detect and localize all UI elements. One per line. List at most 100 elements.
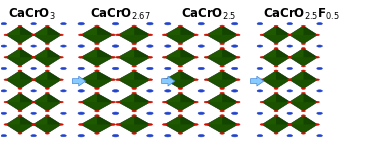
Circle shape [132,48,136,49]
Polygon shape [290,26,318,44]
Polygon shape [276,116,290,125]
Circle shape [257,90,263,92]
Circle shape [112,134,119,137]
Circle shape [79,56,83,58]
Circle shape [31,34,35,36]
Circle shape [4,101,8,103]
Circle shape [288,57,291,58]
Circle shape [147,67,153,70]
Circle shape [45,92,49,94]
Polygon shape [262,26,276,35]
Circle shape [287,112,293,114]
Circle shape [112,67,119,70]
Circle shape [79,79,83,80]
Circle shape [220,25,224,27]
Circle shape [194,79,198,80]
Circle shape [132,88,136,89]
Circle shape [45,115,49,116]
Circle shape [78,134,84,137]
Circle shape [78,22,84,25]
Circle shape [198,45,204,47]
Text: CaCrO$_3$: CaCrO$_3$ [8,7,56,22]
Polygon shape [33,71,61,89]
Text: CaCrO$_{2.5}$F$_{0.5}$: CaCrO$_{2.5}$F$_{0.5}$ [263,7,341,22]
Circle shape [79,34,83,36]
Circle shape [4,124,8,125]
Polygon shape [118,116,150,133]
Polygon shape [290,71,304,80]
Polygon shape [276,48,290,57]
Circle shape [220,133,224,134]
Polygon shape [165,93,180,102]
Circle shape [274,92,278,94]
Circle shape [274,43,278,45]
Polygon shape [81,93,97,102]
Circle shape [59,34,63,36]
Circle shape [147,90,153,92]
Circle shape [132,70,136,72]
Circle shape [95,115,99,116]
Circle shape [198,22,204,25]
Circle shape [260,124,264,125]
Polygon shape [290,71,318,89]
Polygon shape [290,116,318,133]
Polygon shape [118,93,134,102]
Circle shape [112,22,119,25]
Circle shape [31,79,35,80]
Circle shape [198,112,204,115]
Circle shape [232,67,238,70]
Circle shape [257,45,263,47]
Circle shape [220,65,224,67]
Polygon shape [180,93,196,102]
Polygon shape [180,26,196,35]
Circle shape [116,79,120,80]
Circle shape [78,67,84,70]
Polygon shape [206,48,222,57]
Circle shape [274,110,278,112]
Circle shape [18,65,22,67]
Circle shape [232,135,238,137]
Circle shape [61,45,66,47]
Polygon shape [304,93,318,102]
Circle shape [220,70,224,72]
Circle shape [288,79,292,80]
Circle shape [178,48,183,49]
Polygon shape [262,116,290,133]
Circle shape [235,56,240,58]
Circle shape [315,79,319,80]
Circle shape [132,25,136,27]
Polygon shape [206,93,222,102]
Circle shape [78,45,84,47]
Circle shape [317,90,322,92]
Circle shape [235,101,240,103]
Polygon shape [276,71,290,80]
Circle shape [220,115,224,116]
Polygon shape [304,48,318,57]
Circle shape [32,101,36,103]
Circle shape [194,101,198,103]
Circle shape [147,45,153,47]
Polygon shape [206,71,222,80]
Polygon shape [165,48,196,66]
Polygon shape [222,93,238,102]
Polygon shape [118,71,150,89]
Circle shape [148,56,152,58]
Circle shape [95,43,99,45]
Polygon shape [6,26,34,44]
Polygon shape [20,93,34,102]
Polygon shape [118,116,134,125]
Circle shape [45,48,49,49]
Circle shape [45,88,49,89]
Circle shape [194,56,198,58]
Polygon shape [165,48,180,57]
Polygon shape [47,71,61,80]
Circle shape [132,92,136,94]
Circle shape [165,45,171,47]
Circle shape [132,65,136,67]
Circle shape [45,110,49,112]
Polygon shape [6,71,34,89]
Circle shape [45,25,49,27]
Circle shape [288,79,291,80]
Polygon shape [206,116,238,133]
Circle shape [61,90,66,92]
